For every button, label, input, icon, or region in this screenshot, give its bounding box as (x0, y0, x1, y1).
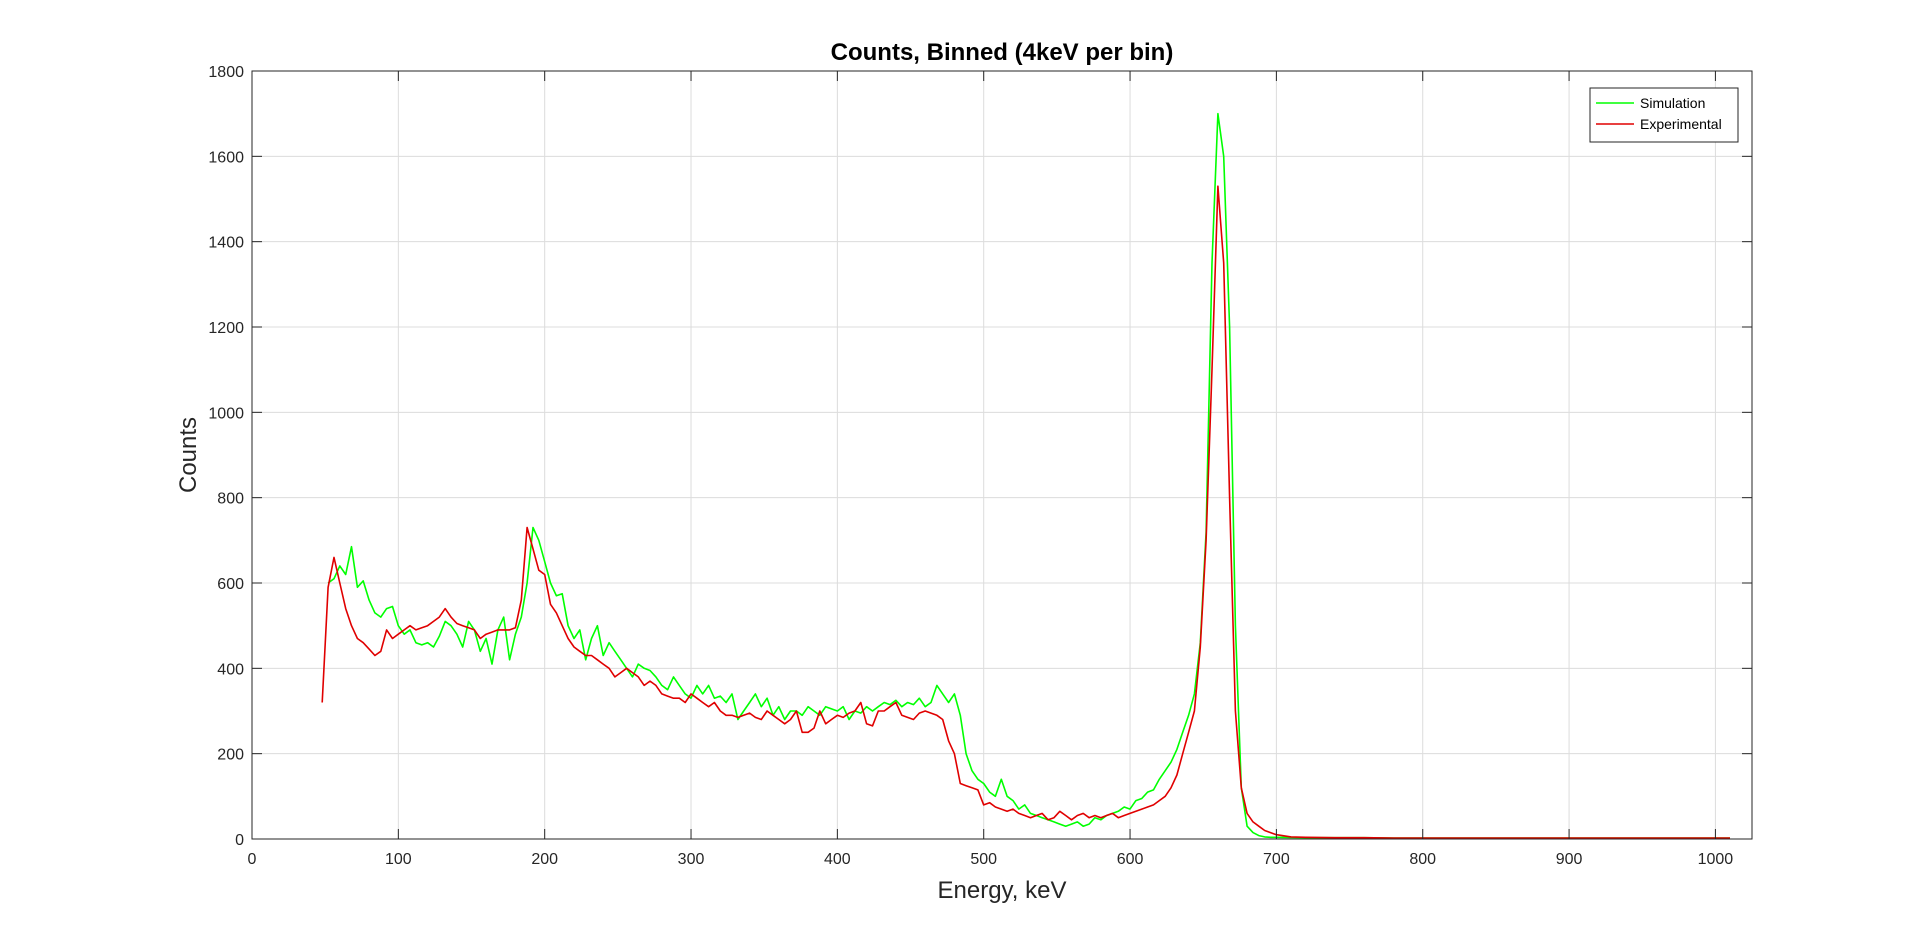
x-tick-label: 500 (970, 851, 997, 868)
y-tick-label: 1800 (208, 64, 244, 81)
x-tick-label: 900 (1556, 851, 1583, 868)
x-tick-label: 300 (678, 851, 705, 868)
x-tick-label: 200 (531, 851, 558, 868)
y-tick-label: 1200 (208, 320, 244, 337)
chart-title: Counts, Binned (4keV per bin) (831, 39, 1174, 66)
y-tick-label: 400 (217, 661, 244, 678)
y-tick-label: 1400 (208, 235, 244, 252)
plot-frame (251, 70, 1753, 840)
x-tick-label: 600 (1117, 851, 1144, 868)
x-tick-label: 1000 (1698, 851, 1734, 868)
x-tick-label: 400 (824, 851, 851, 868)
y-axis-label: Counts (175, 417, 202, 493)
y-tick-label: 600 (217, 576, 244, 593)
y-tick-label: 0 (235, 832, 244, 849)
legend: Simulation Experimental (1589, 87, 1739, 143)
series-group (321, 112, 1730, 839)
series-line-simulation (327, 112, 1730, 839)
legend-box (1589, 87, 1739, 143)
legend-label-experimental: Experimental (1640, 116, 1722, 132)
y-tick-label: 1000 (208, 405, 244, 422)
legend-label-simulation: Simulation (1640, 95, 1705, 111)
x-axis-label: Energy, keV (938, 877, 1067, 904)
x-tick-label: 0 (248, 851, 257, 868)
y-tick-label: 200 (217, 747, 244, 764)
x-tick-label: 800 (1409, 851, 1436, 868)
axes: 0 100 200 300 400 500 600 700 800 900 1000 0 200 400 6… (208, 64, 1752, 868)
plot-area (252, 71, 1752, 839)
x-tick-label: 100 (385, 851, 412, 868)
y-tick-label: 800 (217, 491, 244, 508)
grid (251, 70, 1752, 840)
series-line-experimental (321, 185, 1730, 839)
y-tick-label: 1600 (208, 149, 244, 166)
x-tick-label: 700 (1263, 851, 1290, 868)
